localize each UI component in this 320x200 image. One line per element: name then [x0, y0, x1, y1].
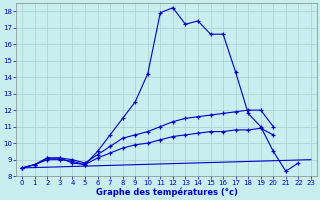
X-axis label: Graphe des températures (°c): Graphe des températures (°c): [96, 188, 237, 197]
